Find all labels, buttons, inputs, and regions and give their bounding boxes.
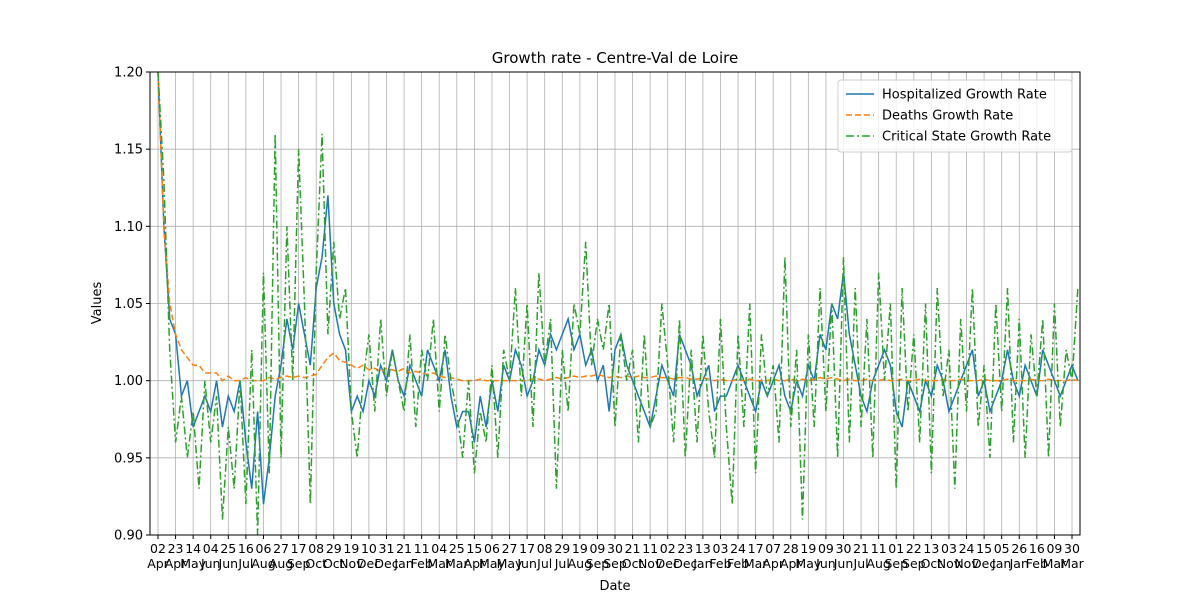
x-tick-label: 17 Jun <box>517 541 537 571</box>
y-tick-label: 0.90 <box>114 529 143 544</box>
x-tick-label: 23 Apr <box>164 541 187 571</box>
x-tick-label: 08 Jul <box>536 541 553 571</box>
x-tick-label: 21 Jul <box>853 541 870 571</box>
x-tick-label: 09 Sep <box>585 541 610 571</box>
x-tick-label: 19 Aug <box>567 541 593 571</box>
x-tick-label: 17 Mar <box>743 541 768 571</box>
x-tick-label: 15 Dec <box>972 541 997 571</box>
x-tick-label: 02 Apr <box>147 541 169 571</box>
legend: Hospitalized Growth Rate Deaths Growth Ra… <box>837 79 1073 153</box>
x-tick-label: 19 Nov <box>339 541 364 571</box>
x-tick-label: 01 Sep <box>884 541 908 571</box>
x-tick-label: 22 Sep <box>902 541 926 571</box>
x-tick-label: 15 Apr <box>463 541 486 571</box>
x-tick-label: 02 Dec <box>655 541 680 571</box>
y-tick-label: 1.00 <box>114 374 143 389</box>
x-tick-label: 05 Jan <box>992 541 1012 571</box>
x-tick-label: 19 May <box>795 541 822 571</box>
x-tick-label: 09 Mar <box>1042 541 1067 571</box>
x-tick-label: 04 Jun <box>200 541 221 571</box>
y-axis-label: Values <box>90 282 105 325</box>
legend-label: Critical State Growth Rate <box>882 130 1051 145</box>
x-tick-label: 27 May <box>496 541 523 571</box>
x-tick-label: 14 May <box>180 541 207 571</box>
x-tick-label: 04 Mar <box>427 541 452 571</box>
series-line <box>157 72 1079 505</box>
x-tick-label: 13 Jan <box>693 541 713 571</box>
x-tick-label: 27 Aug <box>268 541 294 571</box>
chart-title: Growth rate - Centre-Val de Loire <box>492 49 738 67</box>
x-tick-label: 24 Feb <box>726 541 750 571</box>
x-tick-label: 08 Oct <box>305 541 327 571</box>
x-tick-label: 23 Dec <box>673 541 698 571</box>
x-axis-label: Date <box>599 579 630 594</box>
x-tick-label: 28 Apr <box>779 541 802 571</box>
y-tick-label: 0.95 <box>114 451 143 466</box>
x-tick-label: 29 Jul <box>554 541 571 571</box>
x-tick-label: 11 Nov <box>637 541 663 571</box>
x-tick-label: 17 Sep <box>286 541 311 571</box>
x-tick-label: 26 Jan <box>1009 541 1029 571</box>
x-tick-label: 07 Apr <box>762 541 784 571</box>
x-tick-label: 03 Nov <box>936 541 962 571</box>
x-tick-label: 16 Feb <box>1025 541 1048 571</box>
legend-box <box>837 79 1073 153</box>
plot-frame <box>149 71 1081 536</box>
x-tick-label: 21 Jan <box>394 541 414 571</box>
x-tick-label: 13 Oct <box>920 541 943 571</box>
y-tick-label: 1.15 <box>114 143 143 158</box>
x-tick-label: 25 Jun <box>218 541 239 571</box>
x-tick-label: 16 Jul <box>237 541 254 571</box>
x-tick-label: 03 Feb <box>709 541 732 571</box>
x-tick-label: 29 Oct <box>322 541 345 571</box>
x-tick-label: 24 Nov <box>954 541 979 571</box>
x-tick-label: 11 Aug <box>866 541 891 571</box>
x-tick-label: 06 Aug <box>251 541 276 571</box>
y-tick-label: 1.05 <box>114 297 143 312</box>
x-tick-label: 06 May <box>479 541 505 571</box>
legend-label: Deaths Growth Rate <box>882 109 1013 124</box>
x-tick-label: 10 Dec <box>356 541 382 571</box>
y-tick-label: 1.10 <box>114 220 143 235</box>
x-tick-label: 31 Dec <box>374 541 399 571</box>
plot-lines <box>157 72 1079 535</box>
x-tick-label: 30 Sep <box>603 541 627 571</box>
series-line <box>157 72 1079 535</box>
x-tick-label: 11 Feb <box>410 541 433 571</box>
x-tick-label: 30 Jun <box>833 541 854 571</box>
y-tick-label: 1.20 <box>114 66 143 81</box>
legend-label: Hospitalized Growth Rate <box>882 88 1047 103</box>
x-tick-label: 21 Oct <box>621 541 644 571</box>
x-tick-label: 25 Mar <box>445 541 469 571</box>
x-tick-label: 09 Jun <box>816 541 836 571</box>
x-tick-label: 30 Mar <box>1060 541 1084 571</box>
